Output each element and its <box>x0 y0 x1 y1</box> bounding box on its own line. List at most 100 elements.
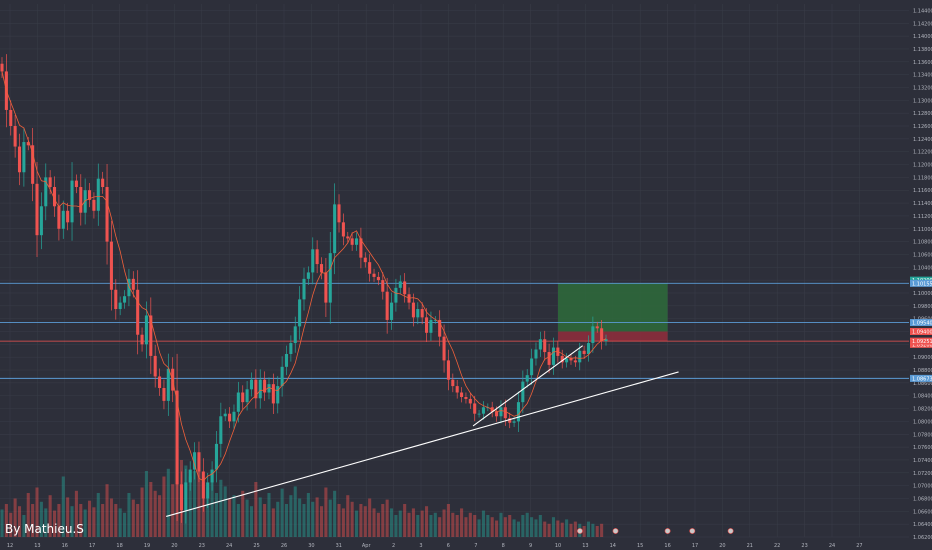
date-tick-label: 23 <box>801 543 807 549</box>
candle-body <box>271 384 275 404</box>
date-tick-label: 26 <box>281 543 287 549</box>
price-level-badge[interactable] <box>910 319 932 327</box>
price-tick-label: 1.10000 <box>913 291 932 297</box>
volume-bar <box>0 509 4 537</box>
volume-bar <box>144 471 148 537</box>
candle-body <box>293 326 297 344</box>
volume-bar <box>88 500 92 537</box>
price-tick-label: 1.06800 <box>913 496 932 502</box>
price-tick-label: 1.11200 <box>913 214 932 220</box>
volume-bar <box>79 504 83 537</box>
candle-body <box>0 63 4 72</box>
volume-bar <box>26 493 30 537</box>
candle-body <box>22 142 26 173</box>
economic-event-icon[interactable] <box>577 528 583 534</box>
volume-bar <box>263 504 267 537</box>
candle-body <box>258 379 262 399</box>
price-tick-label: 1.12600 <box>913 124 932 130</box>
date-tick-label: 15 <box>637 543 643 549</box>
price-level-badge[interactable] <box>910 279 932 287</box>
candle-body <box>158 376 162 389</box>
price-tick-label: 1.12400 <box>913 137 932 143</box>
candle-body <box>451 379 455 387</box>
price-tick-label: 1.12000 <box>913 163 932 169</box>
candle-body <box>381 280 385 292</box>
candle-body <box>92 199 96 211</box>
candle-body <box>468 398 472 404</box>
trendlines[interactable] <box>166 345 679 517</box>
price-tick-label: 1.06400 <box>913 522 932 528</box>
candle-body <box>241 392 245 403</box>
date-tick-label: 6 <box>447 543 450 549</box>
volume-bar <box>61 476 65 537</box>
volume-bar <box>118 508 122 537</box>
candle-body <box>184 482 188 511</box>
price-tick-label: 1.09000 <box>913 355 932 361</box>
candle-body <box>565 358 569 363</box>
volume-bar <box>140 487 144 537</box>
volume-bar <box>214 493 218 537</box>
volume-bar <box>13 498 17 537</box>
time-axis[interactable]: 12 13 16 17 18 19 20 23 24 25 26 30 31 Apr 2 3 6 7 8 9 10 13 1… <box>0 539 909 550</box>
trendline[interactable] <box>472 345 583 427</box>
candle-body <box>350 238 354 245</box>
moving-average-line <box>1 71 607 482</box>
candle-body <box>512 421 516 423</box>
price-tick-label: 1.06200 <box>913 535 932 541</box>
event-markers[interactable] <box>577 528 734 534</box>
volume-bar <box>556 520 560 537</box>
volume-bar <box>573 521 577 537</box>
date-tick-label: 13 <box>34 543 40 549</box>
volume-bar <box>105 484 109 537</box>
candle-body <box>66 210 70 223</box>
volume-bar <box>372 508 376 537</box>
economic-event-icon[interactable] <box>664 528 671 534</box>
volume-bar <box>131 499 135 537</box>
trendline[interactable] <box>166 371 679 517</box>
volume-bar <box>280 488 284 537</box>
volume-bar <box>48 495 52 537</box>
volume-bar <box>319 506 324 537</box>
candle-body <box>123 296 127 303</box>
candle-body <box>48 177 52 188</box>
volume-bar <box>477 519 481 537</box>
candle-body <box>101 178 105 188</box>
economic-event-icon[interactable] <box>727 528 734 534</box>
date-tick-label: 10 <box>555 543 561 549</box>
candle-body <box>197 452 201 472</box>
volume-bar <box>582 526 586 537</box>
volume-bar <box>411 508 415 537</box>
candle-body <box>359 238 363 258</box>
stop-zone[interactable] <box>558 331 668 342</box>
target-zone[interactable] <box>558 283 668 332</box>
volume-bar <box>324 487 328 537</box>
volume-bar <box>153 490 157 537</box>
volume-bar <box>586 521 591 537</box>
price-tick-label: 1.07800 <box>913 432 932 438</box>
candle-body <box>508 418 512 423</box>
candles <box>0 54 608 524</box>
candle-body <box>210 469 214 483</box>
price-level-badge[interactable] <box>910 337 932 345</box>
candle-body <box>166 368 170 401</box>
price-tick-label: 1.10800 <box>913 240 932 246</box>
price-tick-label: 1.13600 <box>913 60 932 66</box>
volume-bar <box>538 515 542 537</box>
price-level-badge-label: 1.08673 <box>912 376 932 382</box>
volume-bar <box>158 495 162 537</box>
volume-bar <box>499 512 503 537</box>
date-tick-label: 24 <box>829 543 835 549</box>
economic-event-icon[interactable] <box>612 528 619 534</box>
candle-body <box>411 302 415 318</box>
volume-bar <box>464 517 468 537</box>
price-level-badge[interactable] <box>910 374 932 382</box>
position-tool[interactable] <box>558 283 668 342</box>
volume-bar <box>31 504 35 537</box>
price-axis[interactable]: 1.14400 1.14200 1.14000 1.13800 1.13600 1.134… <box>909 0 932 550</box>
economic-event-icon[interactable] <box>689 528 696 534</box>
candle-body <box>83 190 87 213</box>
price-tick-label: 1.07600 <box>913 445 932 451</box>
candle-body <box>473 403 477 414</box>
candle-body <box>13 126 17 147</box>
